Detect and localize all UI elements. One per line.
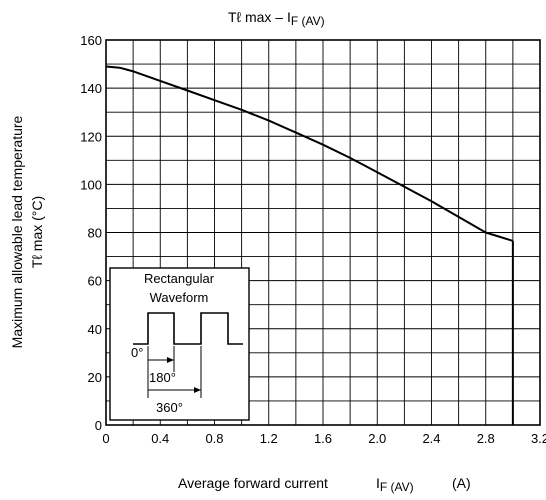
chart-title: Tℓ max – IF (AV) [228, 9, 325, 28]
x-axis-symbol: IF (AV) [376, 475, 414, 494]
y-tick-label: 100 [80, 177, 102, 192]
x-tick-label: 1.6 [314, 431, 332, 446]
x-axis-symbol-main: I [376, 475, 380, 491]
x-axis-unit: (A) [452, 475, 471, 491]
arrow-180-head [167, 357, 174, 363]
x-tick-label: 0.4 [151, 431, 169, 446]
plot-frame [105, 39, 541, 426]
y-axis-label-line1: Maximum allowable lead temperature [9, 115, 25, 348]
y-axis-label-line2: Tℓ max (°C) [29, 196, 45, 268]
waveform-line [133, 312, 243, 345]
chart-title-sub: F (AV) [291, 14, 325, 28]
arrow-360-head [194, 387, 201, 393]
x-tick-label: 0 [102, 431, 109, 446]
y-tick-label: 0 [95, 418, 102, 433]
x-axis-label: Average forward current [178, 475, 328, 491]
y-tick-label: 140 [80, 81, 102, 96]
y-tick-label: 120 [80, 129, 102, 144]
inset-title-line1: Rectangular [144, 271, 215, 286]
y-tick-label: 40 [88, 322, 102, 337]
x-tick-label: 3.2 [531, 431, 546, 446]
x-tick-label: 2.4 [422, 431, 440, 446]
y-tick-labels: 0 20 40 60 80 100 120 140 160 [80, 33, 102, 433]
inset-label-180: 180° [149, 370, 176, 385]
inset-label-0: 0° [131, 345, 143, 360]
x-tick-label: 1.2 [260, 431, 278, 446]
series-line [105, 65, 514, 242]
series-layer [105, 65, 514, 425]
y-tick-label: 60 [88, 274, 102, 289]
y-tick-label: 160 [80, 33, 102, 48]
x-tick-label: 0.8 [205, 431, 223, 446]
inset-title-line2: Waveform [150, 290, 209, 305]
x-tick-labels: 0 0.4 0.8 1.2 1.6 2.0 2.4 2.8 3.2 [102, 431, 546, 446]
x-axis-symbol-sub: F (AV) [380, 480, 414, 494]
x-axis-label-main: Average forward current [178, 475, 328, 491]
plot-area: 0 0.4 0.8 1.2 1.6 2.0 2.4 2.8 3.2 0 20 40 60 80 100 12… [80, 33, 546, 446]
inset-label-360: 360° [156, 400, 183, 415]
y-tick-label: 20 [88, 370, 102, 385]
waveform-inset: Rectangular Waveform 0° 180° 360° [109, 267, 250, 421]
x-tick-label: 2.8 [477, 431, 495, 446]
chart-title-main: Tℓ max – I [228, 9, 291, 25]
y-tick-label: 80 [88, 226, 102, 241]
x-tick-label: 2.0 [368, 431, 386, 446]
